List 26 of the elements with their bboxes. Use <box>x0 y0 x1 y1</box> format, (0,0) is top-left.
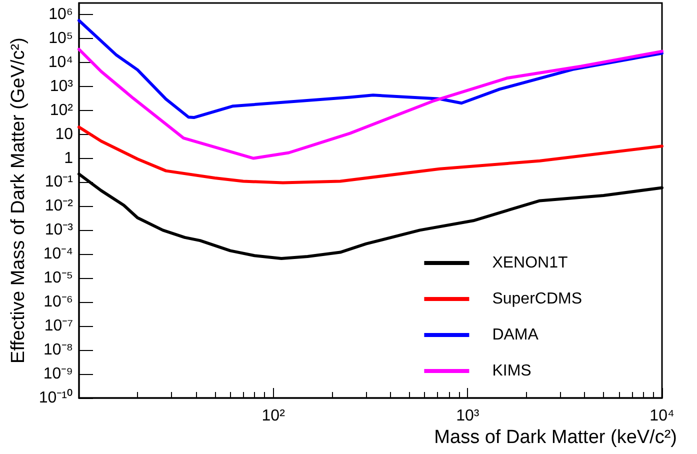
x-axis-title: Mass of Dark Matter (keV/c²) <box>434 427 677 448</box>
y-tick-label: 10⁻⁹ <box>43 366 73 383</box>
x-tick-label: 10⁴ <box>650 408 674 424</box>
y-tick-label: 10⁻¹ <box>44 174 73 191</box>
y-tick-label: 10⁻⁶ <box>44 294 73 311</box>
y-tick-label: 10⁻³ <box>44 222 74 239</box>
y-tick-label: 10⁻¹⁰ <box>38 388 73 406</box>
x-tick-label: 10² <box>262 408 286 424</box>
y-tick-label: 10⁻⁵ <box>44 270 73 287</box>
y-tick-label: 10⁻⁷ <box>44 318 74 335</box>
y-tick-label: 10³ <box>50 78 74 95</box>
y-tick-label: 10⁻⁸ <box>43 342 73 359</box>
y-tick-label: 10⁻² <box>44 198 74 215</box>
legend-label: XENON1T <box>492 254 568 272</box>
y-tick-label: 1 <box>64 150 74 167</box>
y-tick-label: 10² <box>50 102 74 119</box>
legend-label: DAMA <box>492 326 539 344</box>
legend-label: KIMS <box>492 362 532 380</box>
y-tick-label: 10 <box>55 126 74 143</box>
y-tick-label: 10⁵ <box>48 30 73 47</box>
y-tick-label: 10⁻⁴ <box>43 246 74 263</box>
y-axis-title: Effective Mass of Dark Matter (GeV/c²) <box>8 38 29 364</box>
y-tick-label: 10⁶ <box>48 6 73 23</box>
x-tick-label: 10³ <box>456 408 480 424</box>
legend-label: SuperCDMS <box>492 290 582 308</box>
y-tick-label: 10⁴ <box>48 54 74 71</box>
